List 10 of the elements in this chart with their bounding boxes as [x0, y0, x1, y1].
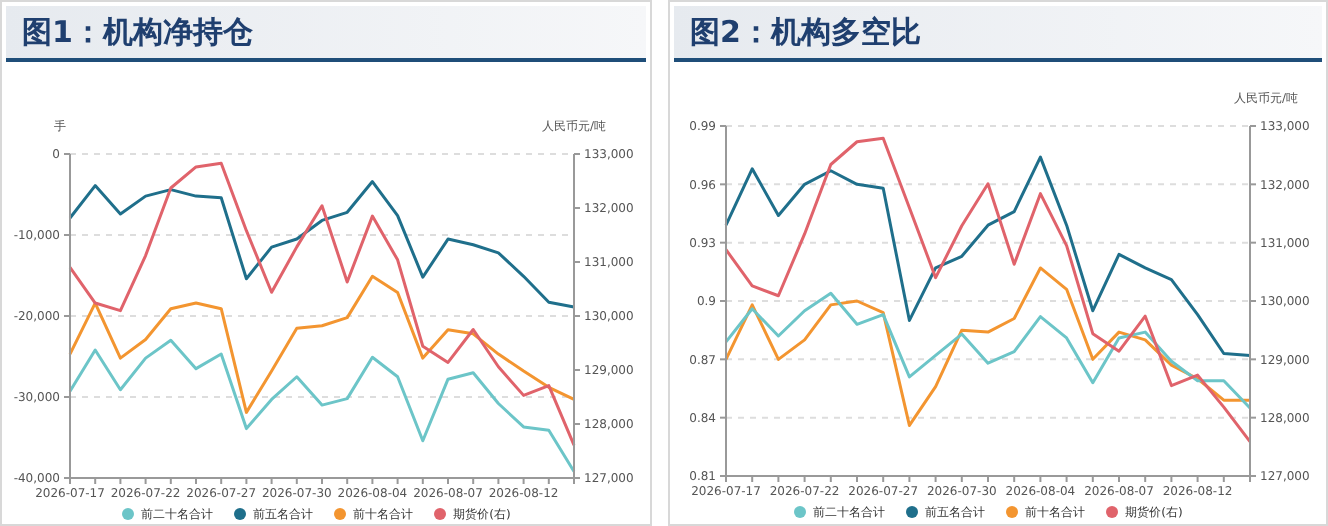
- line-series: [724, 266, 1252, 427]
- line-series: [68, 338, 576, 474]
- line-series: [68, 161, 576, 447]
- line-series: [68, 180, 576, 309]
- line-series: [724, 136, 1252, 444]
- line-series: [724, 291, 1252, 410]
- chart-title: 图1：机构净持仓: [6, 6, 646, 62]
- line-series: [68, 274, 576, 414]
- chart-title: 图2：机构多空比: [674, 6, 1322, 62]
- line-series: [724, 155, 1252, 357]
